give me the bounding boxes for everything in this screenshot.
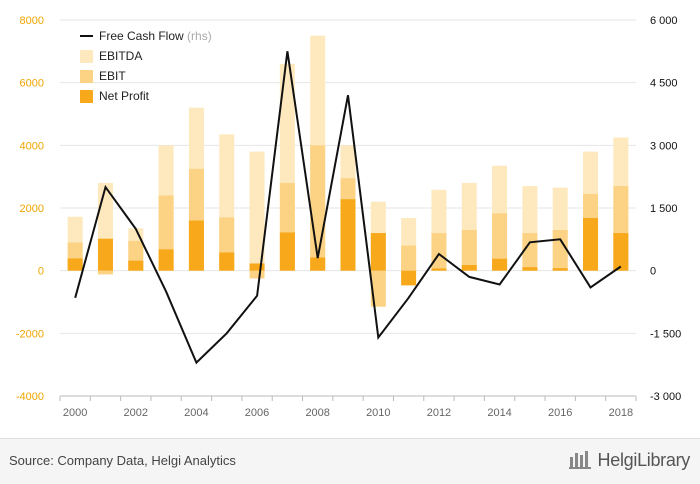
bar-net-profit <box>492 258 508 271</box>
y-tick-label: 0 <box>38 266 44 278</box>
source-note: Source: Company Data, Helgi Analytics <box>9 453 236 468</box>
legend-swatch <box>80 70 93 83</box>
x-tick-label: 2010 <box>366 407 390 419</box>
library-icon <box>568 451 591 469</box>
y2-tick-label: 6 000 <box>650 15 678 27</box>
x-tick-label: 2000 <box>63 407 87 419</box>
bar-ebit <box>522 233 538 271</box>
y-tick-label: 6000 <box>20 78 44 90</box>
brand-logo[interactable]: HelgiLibrary <box>568 449 690 471</box>
bar-ebit <box>431 233 447 271</box>
y-tick-label: -4000 <box>16 391 44 403</box>
bar-net-profit <box>249 263 265 271</box>
y2-tick-label: 3 000 <box>650 140 678 152</box>
bar-ebit <box>552 229 568 271</box>
bar-net-profit <box>552 268 568 271</box>
x-tick-label: 2016 <box>548 407 572 419</box>
bar-net-profit <box>431 268 447 271</box>
axes: 8000 6000 4000 2000 0 -2000 -4000 6 000 4 500 3 0… <box>16 15 681 419</box>
legend-label: EBITDA <box>99 49 142 63</box>
y-tick-label: 4000 <box>20 140 44 152</box>
bar-ebit <box>401 245 417 271</box>
y-tick-label: 2000 <box>20 203 44 215</box>
legend: Free Cash Flow (rhs) EBITDA EBIT Net Profit <box>80 29 212 103</box>
bar-net-profit <box>401 270 417 286</box>
legend-label-rhs: (rhs) <box>187 29 212 43</box>
bar-net-profit <box>583 218 599 271</box>
bar-net-profit <box>128 260 144 271</box>
bar-ebitda <box>249 151 265 271</box>
bar-ebit <box>461 229 477 271</box>
bar-net-profit <box>522 267 538 271</box>
bar-net-profit <box>67 258 83 271</box>
x-tick-label: 2006 <box>245 407 269 419</box>
fcf-line <box>74 51 622 365</box>
bar-net-profit <box>310 257 326 271</box>
bar-ebit <box>370 270 386 307</box>
legend-label: Net Profit <box>99 89 150 103</box>
x-tick-label: 2012 <box>427 407 451 419</box>
y-tick-label: 8000 <box>20 15 44 27</box>
footer: Source: Company Data, Helgi Analytics He… <box>0 438 700 484</box>
bar-net-profit <box>613 233 629 271</box>
y-tick-label: -2000 <box>16 328 44 340</box>
y2-tick-label: -3 000 <box>650 391 681 403</box>
bar-net-profit <box>279 232 295 271</box>
x-tick-label: 2004 <box>184 407 208 419</box>
x-tick-label: 2008 <box>305 407 329 419</box>
bar-net-profit <box>219 252 235 271</box>
bars <box>67 35 629 307</box>
y2-tick-label: 4 500 <box>650 78 678 90</box>
x-tick-label: 2018 <box>609 407 633 419</box>
legend-label-fcf: Free Cash Flow (rhs) <box>99 29 212 43</box>
chart: 8000 6000 4000 2000 0 -2000 -4000 6 000 4 500 3 0… <box>16 15 681 419</box>
bar-ebit <box>249 270 265 279</box>
fcf-line-layer <box>74 51 622 365</box>
bar-net-profit <box>461 265 477 271</box>
bar-ebit <box>492 213 508 271</box>
y2-tick-label: 1 500 <box>650 203 678 215</box>
bar-net-profit <box>158 249 174 271</box>
bar-net-profit <box>340 199 356 271</box>
bar-net-profit <box>370 233 386 271</box>
legend-swatch <box>80 50 93 63</box>
x-tick-label: 2014 <box>487 407 511 419</box>
bar-net-profit <box>97 238 113 271</box>
x-tick-label: 2002 <box>124 407 148 419</box>
bar-ebit <box>97 270 113 275</box>
y2-tick-label: 0 <box>650 266 656 278</box>
legend-swatch <box>80 90 93 103</box>
legend-label: EBIT <box>99 69 126 83</box>
brand-name: HelgiLibrary <box>597 449 691 470</box>
y2-tick-label: -1 500 <box>650 328 681 340</box>
bar-net-profit <box>188 220 204 271</box>
